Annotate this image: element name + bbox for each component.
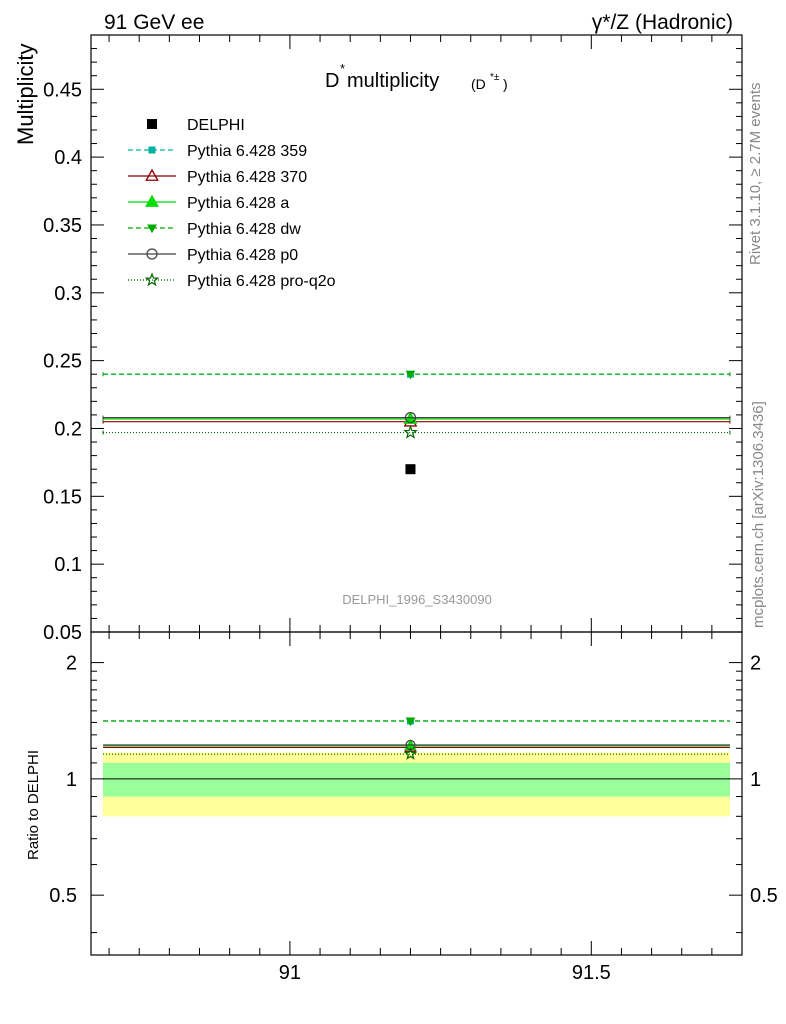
rivet-version-label: Rivet 3.1.10, ≥ 2.7M events bbox=[747, 83, 764, 266]
series-point-3 bbox=[405, 370, 416, 380]
ratio-plot-frame bbox=[90, 631, 743, 956]
main-y-tick-label: 0.4 bbox=[54, 147, 82, 169]
mcplots-label: mcplots.cern.ch [arXiv:1306.3436] bbox=[750, 401, 767, 628]
ratio-point-5 bbox=[403, 746, 418, 760]
main-y-tick-label: 0.45 bbox=[43, 79, 82, 101]
main-y-axis-label: Multiplicity bbox=[13, 44, 38, 145]
main-plot-panel: Multiplicity D * multiplicity (D *± ) DE… bbox=[13, 34, 743, 644]
header-right-label: γ*/Z (Hadronic) bbox=[592, 11, 733, 34]
ratio-y-tick-label-left: 1 bbox=[66, 769, 77, 791]
title-star: * bbox=[340, 61, 345, 76]
main-y-tick-label: 0.2 bbox=[54, 418, 82, 440]
main-y-tick-label: 0.35 bbox=[43, 215, 82, 237]
legend-marker-4 bbox=[146, 248, 158, 260]
title-paren-close: ) bbox=[503, 76, 508, 92]
title-multiplicity: multiplicity bbox=[347, 70, 439, 92]
legend-label-1: Pythia 6.428 370 bbox=[187, 169, 307, 186]
legend-marker-0 bbox=[148, 146, 156, 154]
legend-label-5: Pythia 6.428 pro-q2o bbox=[187, 273, 336, 290]
title-paren-open: (D bbox=[471, 76, 486, 92]
legend-marker-3 bbox=[147, 224, 157, 234]
ratio-point-3 bbox=[405, 717, 416, 727]
plot-title: D * multiplicity (D *± ) bbox=[325, 61, 508, 92]
title-d: D bbox=[325, 70, 339, 92]
main-y-tick-label: 0.25 bbox=[43, 351, 82, 373]
ratio-band-green bbox=[103, 762, 730, 797]
ratio-plot-panel: Ratio to DELPHI 0.5 0.5 1 1 2 2 91 91.5 bbox=[25, 631, 778, 984]
main-y-tick-label: 0.05 bbox=[43, 622, 82, 644]
ratio-y-tick-label-right: 0.5 bbox=[750, 885, 778, 907]
legend-label-4: Pythia 6.428 p0 bbox=[187, 247, 298, 264]
legend: DELPHI Pythia 6.428 359 Pythia 6.428 370 Py… bbox=[128, 117, 336, 290]
legend-marker-delphi bbox=[147, 119, 157, 129]
main-y-tick-label: 0.1 bbox=[54, 554, 82, 576]
series-point-4 bbox=[404, 411, 417, 424]
ratio-y-tick-label-left: 2 bbox=[66, 653, 77, 675]
main-y-tick-label: 0.3 bbox=[54, 283, 82, 305]
ratio-y-axis-label: Ratio to DELPHI bbox=[25, 750, 42, 860]
x-tick-label: 91 bbox=[279, 962, 301, 984]
series-point-5 bbox=[403, 424, 418, 439]
header-left-label: 91 GeV ee bbox=[104, 11, 204, 34]
ratio-y-tick-label-right: 2 bbox=[750, 653, 761, 675]
delphi-data-point bbox=[405, 464, 416, 475]
x-tick-label: 91.5 bbox=[572, 962, 611, 984]
title-paren-sup: *± bbox=[490, 72, 500, 83]
legend-label-delphi: DELPHI bbox=[187, 117, 245, 134]
legend-label-2: Pythia 6.428 a bbox=[187, 195, 289, 212]
main-y-tick-label: 0.15 bbox=[43, 486, 82, 508]
legend-label-3: Pythia 6.428 dw bbox=[187, 221, 301, 238]
ratio-y-tick-label-left: 0.5 bbox=[49, 885, 77, 907]
legend-label-0: Pythia 6.428 359 bbox=[187, 143, 307, 160]
ratio-y-tick-label-right: 1 bbox=[750, 769, 761, 791]
analysis-label: DELPHI_1996_S3430090 bbox=[342, 592, 492, 607]
legend-marker-1 bbox=[145, 168, 159, 181]
legend-marker-2 bbox=[145, 194, 159, 207]
legend-marker-5 bbox=[144, 272, 160, 287]
